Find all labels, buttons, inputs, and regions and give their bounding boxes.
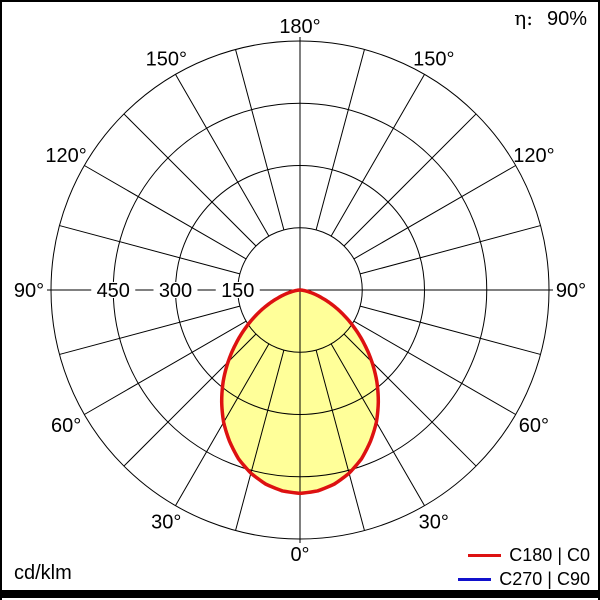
grid-spoke (330, 74, 425, 237)
efficiency-readout: η: 90% (514, 6, 587, 31)
angle-label: 30° (151, 512, 181, 534)
grid-spoke (330, 343, 425, 506)
radial-label: 300 (159, 280, 192, 302)
legend-line-swatch (468, 553, 502, 557)
angle-label: 90° (556, 280, 586, 302)
grid-spoke (59, 225, 240, 275)
grid-spoke (84, 320, 247, 415)
grid-spoke (123, 333, 257, 467)
angle-label: 30° (419, 512, 449, 534)
grid-spoke (343, 113, 477, 247)
legend-item-0: C180 | C0 (468, 545, 590, 565)
grid-spoke (235, 49, 285, 230)
grid-spoke (59, 305, 240, 355)
polar-curve (219, 288, 381, 496)
grid-spoke (360, 225, 541, 275)
angle-label: 150° (146, 48, 187, 70)
grid-spoke (315, 350, 365, 531)
grid-spoke (123, 113, 257, 247)
angle-label: 0° (290, 544, 309, 566)
grid-spoke (235, 350, 285, 531)
radial-label-bg (215, 282, 260, 298)
angle-label: 120° (513, 145, 554, 167)
efficiency-value: 90% (546, 8, 587, 30)
radial-label: 150 (221, 280, 254, 302)
legend: C180 | C0 C270 | C90 (458, 545, 590, 589)
angle-label: 120° (45, 145, 86, 167)
grid-spoke (353, 320, 516, 415)
grid-spoke (360, 305, 541, 355)
radial-label-bg (91, 282, 136, 298)
grid-spoke (353, 165, 516, 260)
efficiency-symbol: η: (514, 6, 533, 30)
grid-spoke (175, 74, 270, 237)
angle-label: 180° (279, 16, 320, 38)
bottom-frame-rule (2, 590, 598, 598)
radial-label-bg (153, 282, 198, 298)
grid-spoke (343, 333, 477, 467)
grid-spoke (315, 49, 365, 230)
grid-spoke (84, 165, 247, 260)
legend-line-swatch (458, 577, 492, 581)
units-label: cd/klm (14, 562, 72, 584)
legend-item-1: C270 | C90 (458, 569, 590, 589)
angle-label: 150° (413, 48, 454, 70)
legend-label: C180 | C0 (509, 545, 590, 565)
angle-label: 90° (14, 280, 44, 302)
radial-label: 450 (97, 280, 130, 302)
grid-spoke (175, 343, 270, 506)
legend-label: C270 | C90 (499, 569, 590, 589)
angle-label: 60° (51, 415, 81, 437)
angle-label: 60° (519, 415, 549, 437)
